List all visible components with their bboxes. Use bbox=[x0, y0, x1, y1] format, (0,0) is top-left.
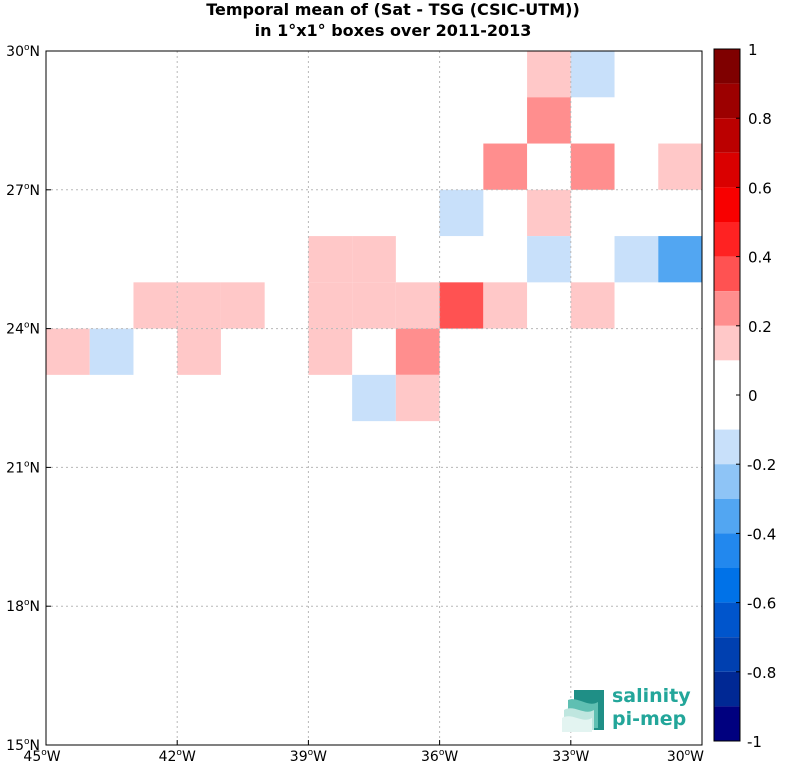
heatmap-cell bbox=[352, 374, 396, 422]
heatmap-cell bbox=[658, 236, 702, 283]
heatmap-cell bbox=[89, 328, 134, 375]
colorbar-label: 1 bbox=[748, 41, 758, 59]
heatmap-cell bbox=[395, 282, 440, 329]
grid-lines bbox=[46, 51, 702, 745]
heatmap-cell bbox=[483, 143, 528, 190]
y-tick-label: 18oN bbox=[6, 598, 40, 615]
colorbar-bin bbox=[714, 360, 740, 430]
colorbar-label: 0.6 bbox=[748, 179, 772, 197]
heatmap-cell bbox=[439, 189, 484, 237]
colorbar-bin bbox=[714, 222, 740, 257]
x-tick-label: 39oW bbox=[290, 748, 327, 763]
map-frame bbox=[45, 50, 703, 746]
colorbar-label: -0.4 bbox=[747, 525, 776, 543]
colorbar-label: 0.4 bbox=[748, 249, 772, 267]
heatmap-cell bbox=[483, 282, 528, 329]
y-tick-label: 27oN bbox=[6, 182, 40, 199]
y-tick-label: 21oN bbox=[6, 459, 40, 476]
colorbar-bin bbox=[714, 533, 740, 568]
heatmap-cell bbox=[352, 236, 396, 283]
colorbar-label: 0.2 bbox=[748, 318, 772, 336]
heatmap-cells bbox=[46, 51, 702, 422]
heatmap-cell bbox=[133, 282, 178, 329]
heatmap-cell bbox=[570, 143, 615, 190]
heatmap-cell bbox=[308, 328, 353, 375]
colorbar-bin bbox=[714, 498, 740, 534]
x-tick-label: 33oW bbox=[552, 748, 589, 763]
colorbar-bin bbox=[714, 187, 740, 222]
x-tick-label: 36oW bbox=[421, 748, 458, 763]
colorbar-label: -0.2 bbox=[747, 456, 776, 474]
heatmap-cell bbox=[308, 236, 353, 283]
axis-ticks: 45oW 42oW 39oW 36oW 33oW 30oW 30oN 27oN 24oN 21oN… bbox=[6, 43, 704, 763]
chart-title-line1: Temporal mean of (Sat - TSG (CSIC-UTM)) bbox=[206, 0, 580, 19]
heatmap-cell bbox=[527, 51, 571, 98]
y-tick-label: 15oN bbox=[6, 737, 40, 754]
colorbar-bin bbox=[714, 49, 740, 84]
chart-title-line2: in 1°x1° boxes over 2011-2013 bbox=[254, 21, 532, 40]
colorbar-bin bbox=[714, 706, 740, 741]
heatmap-cell bbox=[395, 374, 440, 422]
heatmap-cell bbox=[177, 282, 221, 329]
heatmap-cell bbox=[570, 51, 615, 98]
colorbar-bin bbox=[714, 637, 740, 672]
colorbar-bin bbox=[714, 256, 740, 292]
colorbar-bin bbox=[714, 671, 740, 707]
heatmap-cell bbox=[614, 236, 659, 283]
x-tick-label: 45oW bbox=[23, 748, 60, 763]
logo-text-salinity: salinity bbox=[612, 685, 691, 707]
colorbar-bin bbox=[714, 568, 740, 603]
colorbar-bin bbox=[714, 325, 740, 361]
heatmap-cell bbox=[220, 282, 265, 329]
heatmap-cell bbox=[658, 143, 702, 190]
logo-icon bbox=[562, 690, 604, 732]
heatmap-cell bbox=[352, 282, 396, 329]
heatmap-cell bbox=[395, 328, 440, 375]
colorbar-bin bbox=[714, 83, 740, 119]
colorbar-label: 0.8 bbox=[748, 110, 772, 128]
colorbar-label: 0 bbox=[748, 387, 758, 405]
colorbar-label: -0.6 bbox=[747, 595, 776, 613]
x-tick-label: 30oW bbox=[667, 748, 704, 763]
colorbar-bin bbox=[714, 429, 740, 465]
colorbar-bin bbox=[714, 291, 740, 326]
colorbar-bin bbox=[714, 152, 740, 188]
salinity-pimep-logo: salinity pi-mep bbox=[562, 685, 691, 732]
heatmap-cell bbox=[46, 328, 90, 375]
heatmap-cell bbox=[570, 282, 615, 329]
colorbar-bin bbox=[714, 602, 740, 638]
y-tick-label: 24oN bbox=[6, 321, 40, 338]
heatmap-cell bbox=[177, 328, 221, 375]
heatmap-cell bbox=[527, 189, 571, 237]
heatmap-cell bbox=[439, 282, 484, 329]
heatmap-cell bbox=[527, 236, 571, 283]
colorbar-bin bbox=[714, 118, 740, 153]
logo-text-pimep: pi-mep bbox=[612, 708, 686, 730]
colorbar-bin bbox=[714, 464, 740, 499]
heatmap-cell bbox=[308, 282, 353, 329]
colorbar-label: -1 bbox=[747, 733, 762, 751]
colorbar: 1 0.8 0.6 0.4 0.2 0 -0.2 -0.4 -0.6 -0.8 -1 bbox=[713, 41, 776, 751]
x-tick-label: 42oW bbox=[159, 748, 196, 763]
y-tick-label: 30oN bbox=[6, 43, 40, 60]
heatmap-cell bbox=[527, 97, 571, 144]
colorbar-label: -0.8 bbox=[747, 664, 776, 682]
